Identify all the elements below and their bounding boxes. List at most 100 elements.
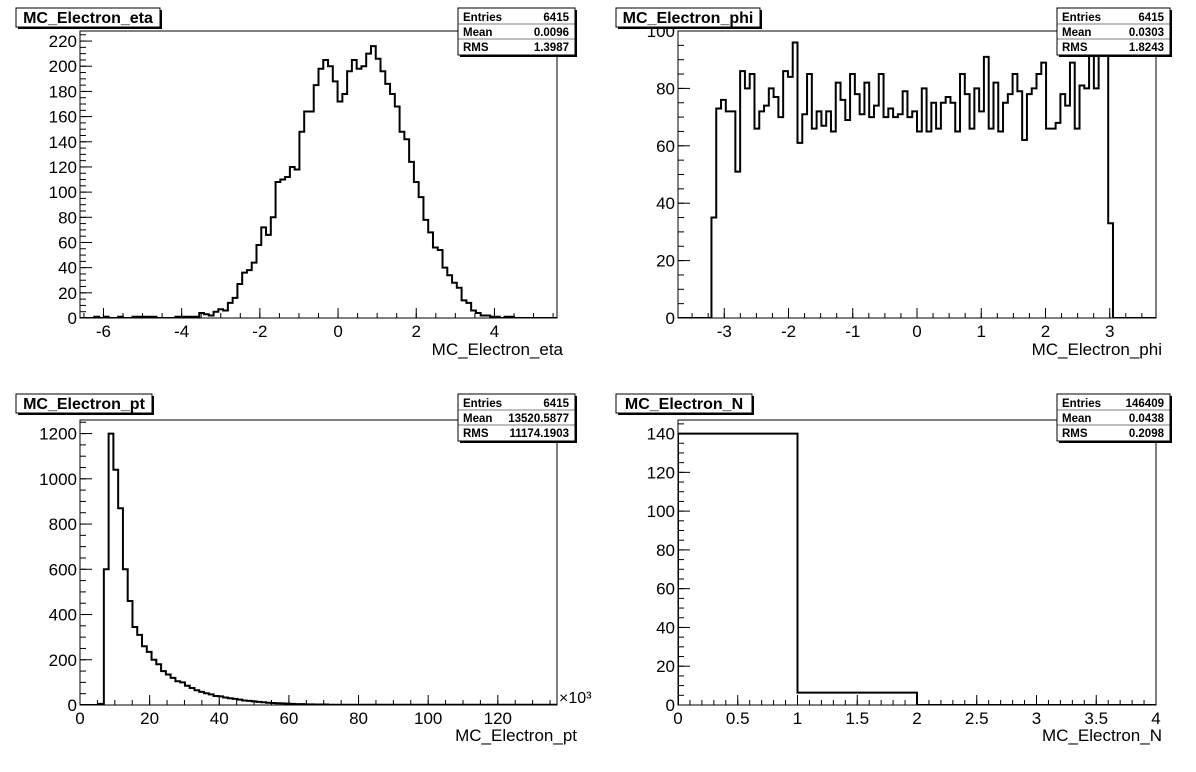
stats-mean-label: Mean bbox=[463, 413, 492, 425]
x-tick-label: -2 bbox=[781, 322, 796, 341]
stats-box bbox=[1056, 7, 1171, 56]
y-tick-label: 160 bbox=[49, 108, 77, 127]
x-tick-label: 4 bbox=[490, 322, 499, 341]
chart-title: MC_Electron_eta bbox=[23, 10, 153, 27]
stats-rms-value: 1.8243 bbox=[1129, 42, 1164, 54]
y-tick-label: 40 bbox=[58, 259, 77, 278]
x-axis-label: MC_Electron_N bbox=[1042, 726, 1162, 745]
chart-pad-3: 0 20 40 60 80 100 120020040060080010001200×10³… bbox=[15, 393, 592, 745]
stats-entries-label: Entries bbox=[1062, 398, 1101, 410]
stats-mean-label: Mean bbox=[1062, 27, 1091, 39]
y-tick-label: 100 bbox=[49, 183, 77, 202]
plot-frame bbox=[79, 419, 558, 706]
stats-mean-value: 0.0303 bbox=[1129, 27, 1164, 39]
chart-title: MC_Electron_pt bbox=[23, 396, 145, 413]
y-tick-label: 60 bbox=[656, 580, 675, 599]
x-tick-label: 2 bbox=[412, 322, 421, 341]
x-tick-label: 60 bbox=[279, 709, 298, 728]
x-tick-label: 1 bbox=[793, 709, 802, 728]
x-tick-label: 2 bbox=[912, 709, 921, 728]
y-tick-label: 200 bbox=[49, 57, 77, 76]
stats-mean-value: 0.0438 bbox=[1129, 413, 1165, 425]
stats-mean-label: Mean bbox=[463, 27, 492, 39]
y-tick-label: 100 bbox=[647, 502, 675, 521]
title-box bbox=[15, 7, 161, 28]
stats-rms-value: 11174.1903 bbox=[510, 428, 570, 440]
x-tick-label: 0 bbox=[673, 709, 682, 728]
y-tick-label: 20 bbox=[58, 284, 77, 303]
y-tick-label: 80 bbox=[656, 79, 675, 98]
y-tick-label: 80 bbox=[656, 541, 675, 560]
y-tick-label: 600 bbox=[49, 560, 77, 579]
x-tick-label: 80 bbox=[349, 709, 368, 728]
y-tick-label: 800 bbox=[49, 515, 77, 534]
x-axis-label: MC_Electron_pt bbox=[455, 726, 577, 745]
y-tick-label: 40 bbox=[656, 194, 675, 213]
y-tick-label: 20 bbox=[656, 252, 675, 271]
y-tick-label: 1000 bbox=[39, 470, 77, 489]
chart-title: MC_Electron_phi bbox=[623, 10, 754, 27]
x-tick-label: 20 bbox=[140, 709, 159, 728]
x-tick-label: 0 bbox=[333, 322, 342, 341]
x-axis-label: MC_Electron_phi bbox=[1032, 340, 1162, 359]
title-box bbox=[15, 393, 153, 414]
stats-entries-value: 146409 bbox=[1126, 398, 1164, 410]
title-box bbox=[615, 393, 753, 414]
x-axis-multiplier: ×10³ bbox=[559, 690, 592, 707]
stats-box bbox=[457, 393, 576, 442]
y-tick-label: 80 bbox=[58, 208, 77, 227]
x-tick-label: 2.5 bbox=[965, 709, 989, 728]
x-tick-label: 3.5 bbox=[1084, 709, 1108, 728]
y-tick-label: 120 bbox=[49, 158, 77, 177]
stats-entries-value: 6415 bbox=[1138, 12, 1164, 24]
plot-frame bbox=[677, 419, 1157, 706]
stats-rms-value: 0.2098 bbox=[1129, 428, 1165, 440]
x-tick-label: 0 bbox=[75, 709, 84, 728]
y-tick-label: 180 bbox=[49, 82, 77, 101]
stats-rms-label: RMS bbox=[1062, 42, 1088, 54]
x-tick-label: 3 bbox=[1032, 709, 1041, 728]
y-tick-label: 200 bbox=[49, 651, 77, 670]
chart-pad-1: -6 -4 -2 0 2 4020406080100120140160180200220M… bbox=[15, 7, 577, 359]
stats-mean-value: 13520.5877 bbox=[508, 413, 569, 425]
stats-entries-label: Entries bbox=[1062, 12, 1101, 24]
x-tick-label: 0 bbox=[912, 322, 921, 341]
x-tick-label: 100 bbox=[414, 709, 442, 728]
y-tick-label: 1200 bbox=[39, 425, 77, 444]
y-tick-label: 20 bbox=[656, 657, 675, 676]
x-tick-label: 1.5 bbox=[845, 709, 869, 728]
histogram-line bbox=[80, 45, 557, 318]
stats-rms-value: 1.3987 bbox=[534, 42, 569, 54]
y-tick-label: 60 bbox=[656, 137, 675, 156]
y-tick-label: 0 bbox=[68, 696, 77, 715]
histogram-line bbox=[80, 432, 557, 705]
x-axis-label: MC_Electron_eta bbox=[432, 340, 564, 359]
stats-rms-label: RMS bbox=[463, 42, 489, 54]
x-tick-label: -6 bbox=[96, 322, 111, 341]
x-tick-label: 2 bbox=[1041, 322, 1050, 341]
chart-pad-4: 0 0.5 1 1.5 2 2.5 3 3.5 4020406080100120140MC_El… bbox=[615, 393, 1172, 745]
stats-entries-label: Entries bbox=[463, 12, 502, 24]
y-tick-label: 120 bbox=[647, 463, 675, 482]
stats-box bbox=[1056, 393, 1171, 442]
y-tick-label: 140 bbox=[49, 133, 77, 152]
stats-entries-label: Entries bbox=[463, 398, 502, 410]
y-tick-label: 40 bbox=[656, 618, 675, 637]
stats-entries-value: 6415 bbox=[543, 398, 569, 410]
y-tick-label: 60 bbox=[58, 233, 77, 252]
y-tick-label: 220 bbox=[49, 32, 77, 51]
stats-box bbox=[457, 7, 576, 56]
y-tick-label: 0 bbox=[666, 309, 675, 328]
x-tick-label: -4 bbox=[174, 322, 189, 341]
histogram-line bbox=[678, 31, 1156, 318]
x-tick-label: 1 bbox=[977, 322, 986, 341]
title-box bbox=[615, 7, 761, 28]
y-tick-label: 140 bbox=[647, 425, 675, 444]
x-tick-label: 0.5 bbox=[726, 709, 750, 728]
stats-rms-label: RMS bbox=[1062, 428, 1088, 440]
x-tick-label: -1 bbox=[845, 322, 860, 341]
stats-mean-value: 0.0096 bbox=[534, 27, 569, 39]
x-tick-label: 4 bbox=[1151, 709, 1160, 728]
x-tick-label: -3 bbox=[717, 322, 732, 341]
